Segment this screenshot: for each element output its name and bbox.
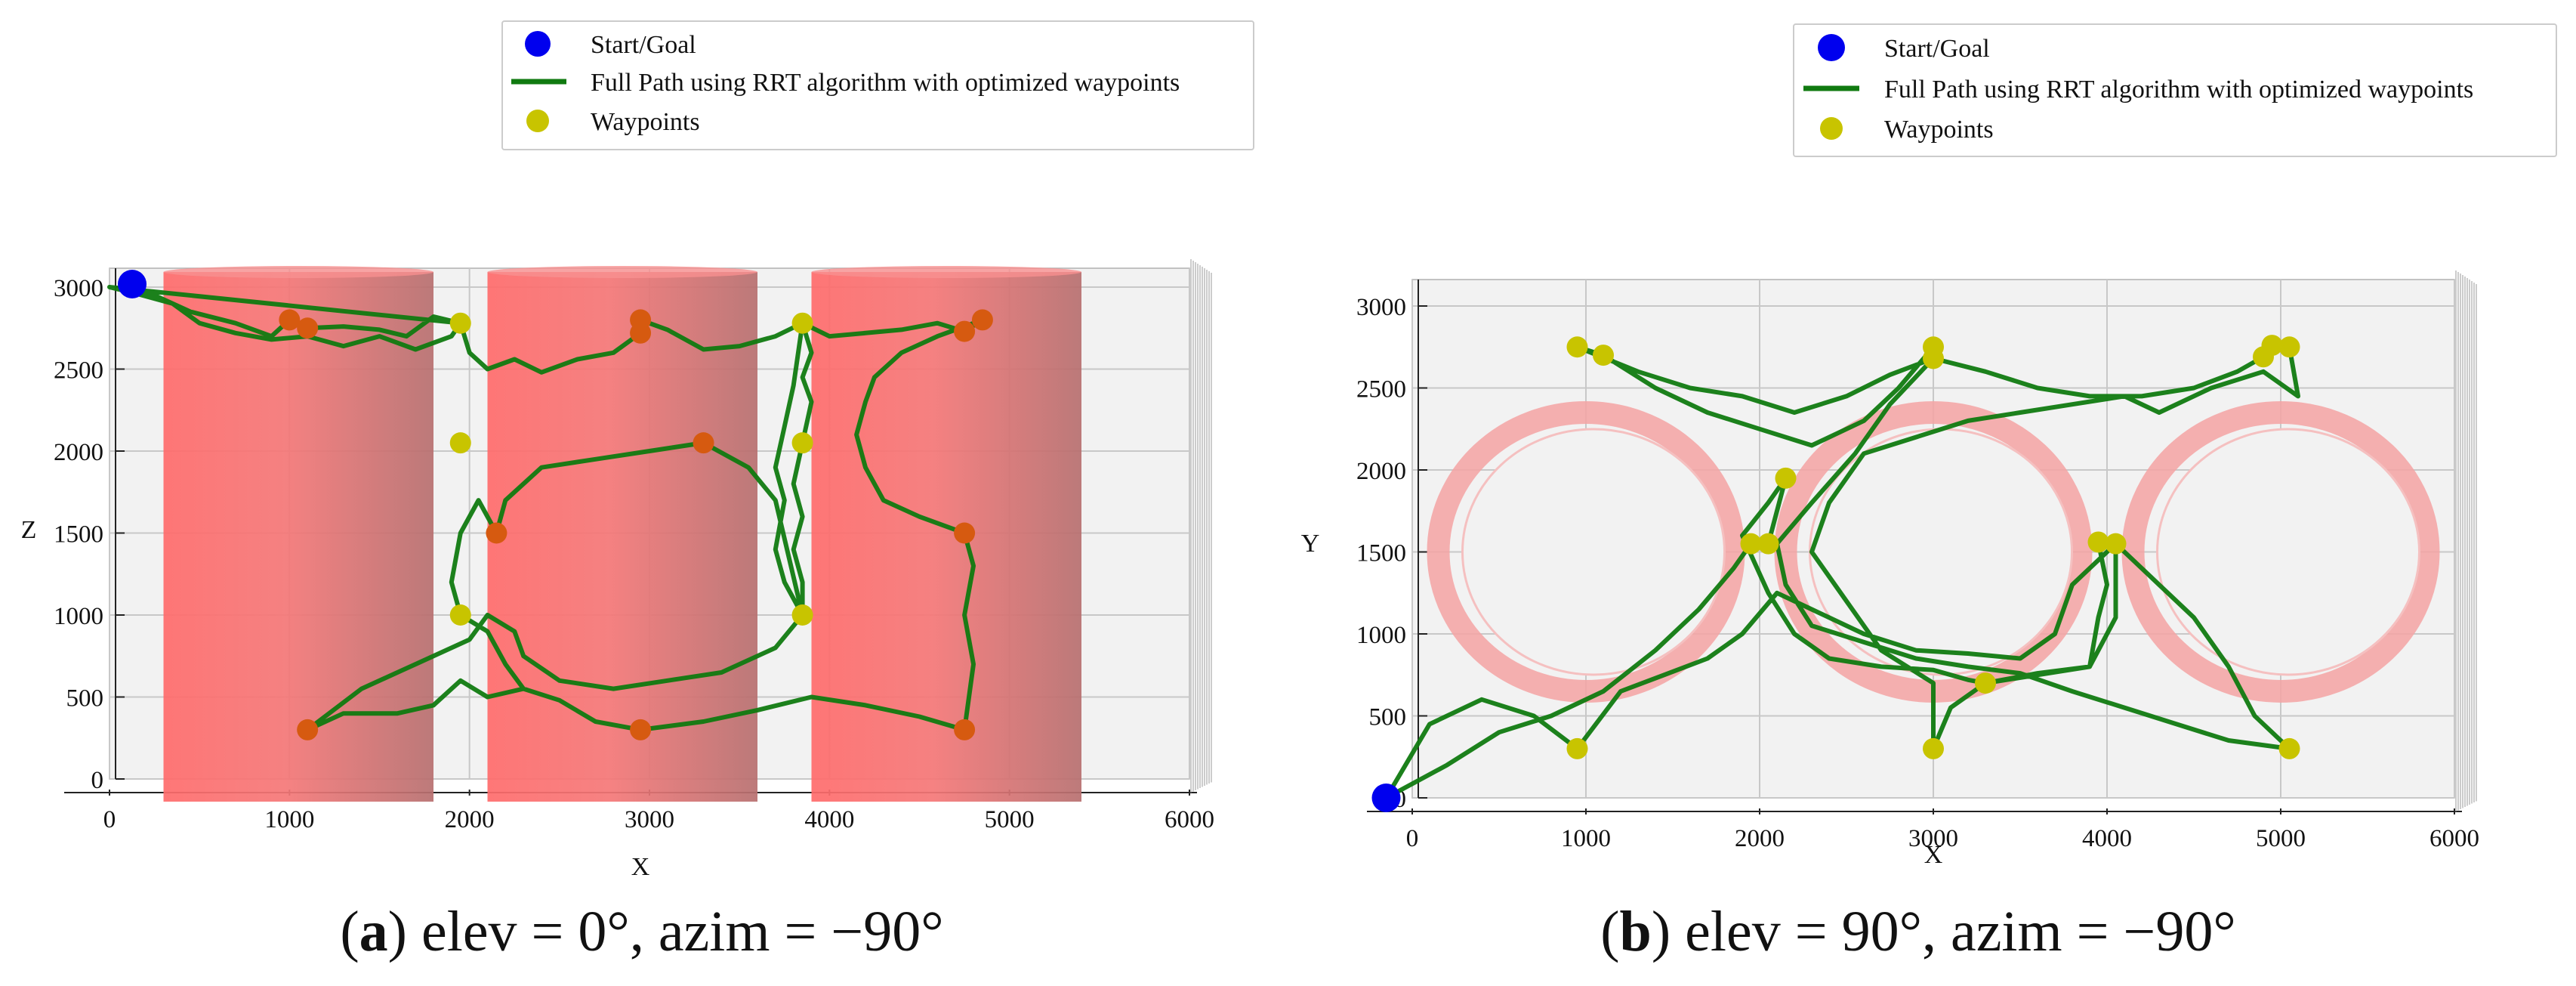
panel-a-chart: Start/Goal Full Path using RRT algorithm… <box>21 20 1254 963</box>
legend-path-label: Full Path using RRT algorithm with optim… <box>591 69 1180 97</box>
waypoint-marker <box>791 432 813 454</box>
obstacle-inner <box>2156 428 2420 676</box>
waypoint-marker <box>630 322 652 344</box>
panel-a-points <box>118 270 993 740</box>
waypoint-marker <box>449 432 471 454</box>
waypoint-marker <box>1975 672 1996 694</box>
x-tick-label: 4000 <box>2082 825 2132 852</box>
legend-waypoints-marker <box>1820 117 1843 140</box>
legend-start-goal-marker <box>1818 34 1845 61</box>
x-tick-label: 3000 <box>625 806 674 833</box>
x-tick-label: 0 <box>103 806 116 833</box>
legend-waypoints-marker <box>526 110 549 132</box>
waypoint-marker <box>486 522 507 544</box>
waypoint-marker <box>2087 531 2109 553</box>
legend-path-label: Full Path using RRT algorithm with optim… <box>1884 76 2473 104</box>
x-tick-label: 4000 <box>804 806 854 833</box>
cylinder-top <box>487 266 757 278</box>
obstacle-inner <box>1461 428 1726 676</box>
waypoint-marker <box>1775 467 1797 489</box>
y-tick-label: 1500 <box>54 521 103 549</box>
start-goal-marker <box>1371 784 1401 812</box>
waypoint-marker <box>2278 737 2300 759</box>
y-tick-label: 1500 <box>1356 540 1406 567</box>
cylinder-obstacle <box>811 272 1081 802</box>
legend-start-goal-label: Start/Goal <box>1884 35 1990 63</box>
waypoint-marker <box>2278 336 2300 358</box>
y-tick-label: 500 <box>66 685 104 712</box>
cylinder-obstacle <box>163 272 433 802</box>
circular-obstacle <box>1427 401 1745 703</box>
waypoint-marker <box>1923 737 1944 759</box>
waypoint-marker <box>971 309 993 331</box>
panel-a-ylabel: Z <box>21 516 37 544</box>
circular-obstacle <box>2121 401 2440 703</box>
y-tick-label: 500 <box>1369 704 1407 731</box>
waypoint-marker <box>791 604 813 626</box>
legend-waypoints-label: Waypoints <box>591 108 700 136</box>
x-tick-label: 1000 <box>264 806 314 833</box>
legend-waypoints-label: Waypoints <box>1884 116 1994 144</box>
y-tick-label: 3000 <box>54 275 103 302</box>
waypoint-marker <box>279 309 301 331</box>
panel-b-xlabel: X <box>1924 841 1943 869</box>
waypoint-marker <box>630 719 652 740</box>
waypoint-marker <box>954 320 976 342</box>
panel-b-points <box>1371 335 2300 812</box>
waypoint-marker <box>2253 346 2274 368</box>
waypoint-marker <box>2105 533 2127 555</box>
x-tick-label: 0 <box>1406 825 1419 852</box>
waypoint-marker <box>449 312 471 334</box>
y-tick-label: 2500 <box>54 357 103 385</box>
y-tick-label: 1000 <box>54 603 103 630</box>
waypoint-marker <box>1566 737 1588 759</box>
x-tick-label: 5000 <box>985 806 1035 833</box>
panel-b-ylabel: Y <box>1301 530 1320 558</box>
x-tick-label: 1000 <box>1561 825 1611 852</box>
y-tick-label: 2000 <box>1356 458 1406 485</box>
cylinder-top <box>163 266 433 278</box>
panel-b-chart: Start/Goal Full Path using RRT algorithm… <box>1301 23 2557 963</box>
waypoint-marker <box>791 312 813 334</box>
y-tick-label: 2000 <box>54 439 103 466</box>
waypoint-marker <box>297 317 319 339</box>
panel-a-caption: (a) elev = 0°, azim = −90° <box>340 900 943 963</box>
y-tick-label: 2500 <box>1356 376 1406 403</box>
waypoint-marker <box>1566 336 1588 358</box>
waypoint-marker <box>297 719 319 740</box>
waypoint-marker <box>449 604 471 626</box>
y-tick-label: 3000 <box>1356 294 1406 321</box>
x-tick-label: 3000 <box>1908 825 1958 852</box>
x-tick-label: 6000 <box>1165 806 1214 833</box>
x-tick-label: 2000 <box>445 806 495 833</box>
panel-a-xlabel: X <box>631 853 650 881</box>
waypoint-marker <box>693 432 714 454</box>
panel-b-obstacles <box>1427 401 2440 703</box>
panel-a-legend: Start/Goal Full Path using RRT algorithm… <box>501 20 1254 150</box>
panel-b-caption: (b) elev = 90°, azim = −90° <box>1600 900 2236 963</box>
waypoint-marker <box>954 719 976 740</box>
cylinder-obstacle <box>487 272 757 802</box>
path-line <box>107 285 985 732</box>
legend-start-goal-marker <box>525 31 551 57</box>
waypoint-marker <box>954 522 976 544</box>
x-tick-label: 5000 <box>2256 825 2306 852</box>
panel-a-path <box>107 285 985 732</box>
x-tick-label: 2000 <box>1735 825 1785 852</box>
x-tick-label: 6000 <box>2429 825 2479 852</box>
waypoint-marker <box>1923 348 1944 369</box>
start-goal-marker <box>118 270 147 298</box>
waypoint-marker <box>1757 533 1779 555</box>
panel-b-legend: Start/Goal Full Path using RRT algorithm… <box>1793 23 2557 157</box>
y-tick-label: 1000 <box>1356 622 1406 649</box>
waypoint-marker <box>1593 345 1614 366</box>
y-tick-label: 0 <box>91 767 104 794</box>
legend-start-goal-label: Start/Goal <box>591 31 696 59</box>
cylinder-top <box>811 266 1081 278</box>
waypoint-marker <box>1740 533 1762 555</box>
